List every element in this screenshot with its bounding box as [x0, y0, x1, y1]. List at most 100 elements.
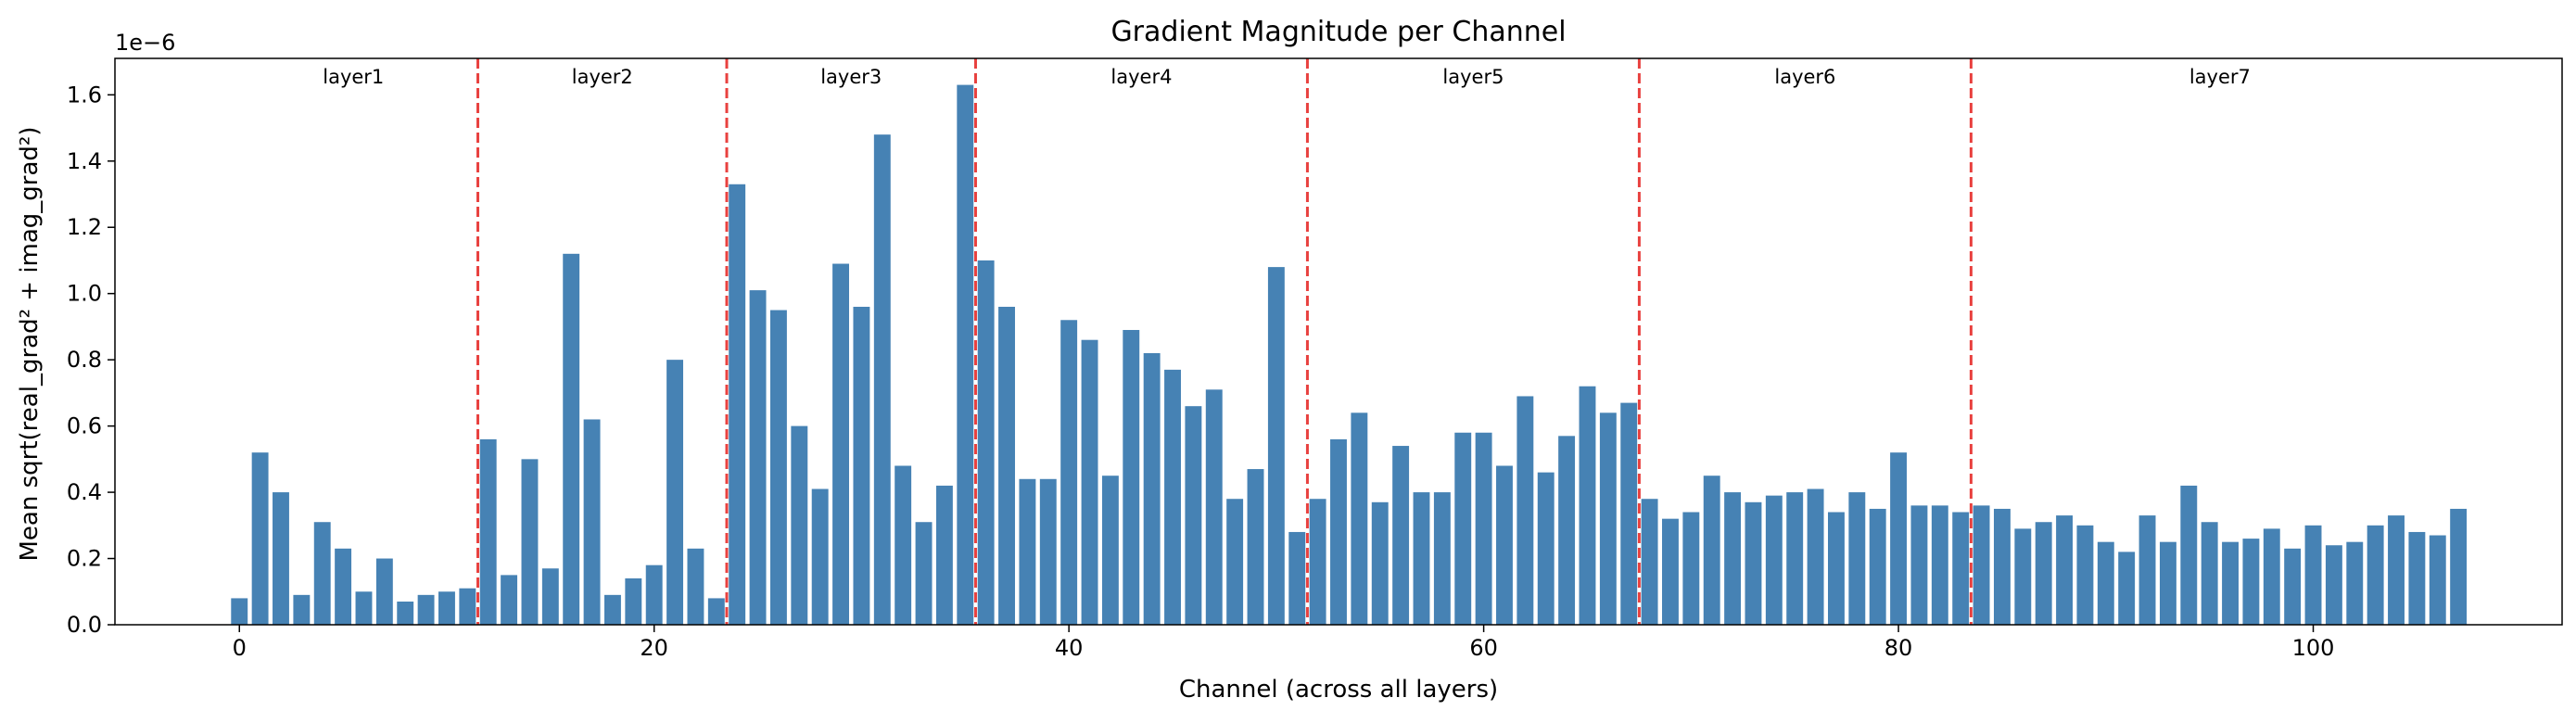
- bar-channel-80: [1890, 452, 1908, 625]
- bar-channel-5: [335, 548, 352, 625]
- bar-channel-51: [1288, 531, 1306, 625]
- plot-frame: [114, 57, 2563, 626]
- layer-label-layer2: layer2: [572, 66, 633, 88]
- bar-channel-24: [729, 184, 746, 625]
- bar-channel-64: [1558, 436, 1576, 625]
- bar-channel-45: [1164, 369, 1181, 625]
- bar-channel-56: [1392, 446, 1410, 625]
- bar-channel-62: [1516, 396, 1534, 625]
- y-tick-label-5: 1.0: [67, 281, 102, 307]
- bar-channel-88: [2056, 515, 2073, 625]
- bar-channel-76: [1807, 488, 1824, 625]
- bar-channel-101: [2325, 545, 2342, 625]
- bar-channel-98: [2263, 528, 2280, 625]
- bar-channel-27: [791, 425, 808, 625]
- y-tick-label-3: 0.6: [67, 413, 102, 439]
- bar-channel-99: [2284, 548, 2302, 625]
- bar-channel-40: [1060, 320, 1078, 625]
- layer-label-layer5: layer5: [1442, 66, 1504, 88]
- bar-channel-32: [895, 465, 912, 625]
- bar-channel-7: [375, 558, 393, 625]
- bar-channel-3: [293, 594, 311, 625]
- layer-label-layer4: layer4: [1110, 66, 1172, 88]
- chart-title: Gradient Magnitude per Channel: [1110, 16, 1566, 48]
- bar-channel-100: [2304, 525, 2322, 625]
- bar-channel-44: [1143, 353, 1161, 625]
- y-axis-title: Mean sqrt(real_grad² + imag_grad²): [16, 126, 44, 561]
- bar-channel-23: [707, 598, 725, 625]
- bar-channel-74: [1765, 495, 1783, 625]
- y-tick-label-2: 0.4: [67, 479, 102, 505]
- bar-channel-70: [1682, 512, 1700, 625]
- bar-channel-42: [1101, 476, 1119, 625]
- bar-channel-71: [1703, 476, 1720, 625]
- bar-channel-39: [1039, 478, 1057, 625]
- bar-channel-59: [1454, 432, 1472, 625]
- y-scale-label: 1e−6: [115, 30, 175, 56]
- bar-channel-97: [2242, 539, 2260, 625]
- bar-channel-9: [417, 594, 435, 625]
- bar-channel-78: [1848, 492, 1866, 625]
- bar-channel-18: [604, 594, 621, 625]
- bar-channel-17: [583, 419, 601, 625]
- y-tick-label-8: 1.6: [67, 82, 102, 108]
- bar-channel-57: [1413, 492, 1430, 625]
- x-tick-label-80: 80: [1884, 635, 1913, 661]
- bar-channel-33: [915, 522, 933, 625]
- bar-channel-95: [2201, 522, 2218, 625]
- bar-channel-26: [769, 310, 787, 625]
- bar-channel-77: [1828, 512, 1845, 625]
- layer-label-layer1: layer1: [323, 66, 384, 88]
- bar-channel-50: [1267, 267, 1285, 625]
- bar-channel-47: [1205, 389, 1223, 625]
- bar-channel-2: [273, 492, 289, 625]
- bar-channel-55: [1371, 501, 1389, 625]
- bar-channel-85: [1993, 508, 2011, 625]
- layer-label-layer7: layer7: [2189, 66, 2251, 88]
- bar-channel-15: [541, 568, 559, 625]
- bar-channel-103: [2367, 525, 2384, 625]
- bar-channel-25: [749, 290, 767, 625]
- bar-channel-54: [1351, 412, 1368, 625]
- y-tick-label-4: 0.8: [67, 347, 102, 373]
- y-tick-label-7: 1.4: [67, 148, 102, 174]
- plot-area: layer1 layer2 layer3 layer4 layer5 layer6 laye…: [67, 57, 2563, 661]
- bar-channel-0: [231, 598, 248, 625]
- x-tick-label-20: 20: [640, 635, 668, 661]
- bar-channel-49: [1247, 469, 1264, 625]
- bar-channel-84: [1973, 505, 1990, 625]
- bar-channel-46: [1185, 406, 1202, 625]
- bar-channel-13: [501, 575, 518, 625]
- bar-channel-1: [251, 452, 269, 625]
- bar-channel-8: [397, 601, 414, 625]
- bar-channel-68: [1641, 499, 1658, 625]
- bar-channel-93: [2159, 541, 2176, 625]
- bar-channel-21: [666, 360, 684, 625]
- bar-channel-11: [459, 588, 476, 625]
- bar-channel-16: [563, 253, 580, 625]
- bar-channel-89: [2076, 525, 2094, 625]
- bar-channel-107: [2450, 508, 2468, 625]
- bar-channel-6: [355, 591, 373, 625]
- bar-channel-83: [1952, 512, 1970, 625]
- bar-channel-28: [811, 488, 829, 625]
- bar-channel-29: [832, 263, 849, 625]
- bar-channel-106: [2429, 535, 2446, 625]
- bar-channel-38: [1019, 478, 1036, 625]
- bar-channel-31: [873, 134, 891, 625]
- x-tick-label-60: 60: [1469, 635, 1498, 661]
- bar-channel-14: [521, 459, 539, 625]
- bar-channel-58: [1433, 492, 1451, 625]
- layer-label-layer6: layer6: [1774, 66, 1835, 88]
- bar-channel-102: [2346, 541, 2364, 625]
- bar-channel-69: [1662, 518, 1679, 625]
- bar-channel-96: [2222, 541, 2239, 625]
- y-tick-label-6: 1.2: [67, 214, 102, 240]
- bar-channel-52: [1309, 499, 1326, 625]
- bar-channel-67: [1620, 402, 1638, 625]
- bar-channel-43: [1123, 329, 1140, 625]
- bar-channel-20: [645, 564, 663, 625]
- y-tick-label-0: 0.0: [67, 612, 102, 638]
- bar-channel-90: [2097, 541, 2114, 625]
